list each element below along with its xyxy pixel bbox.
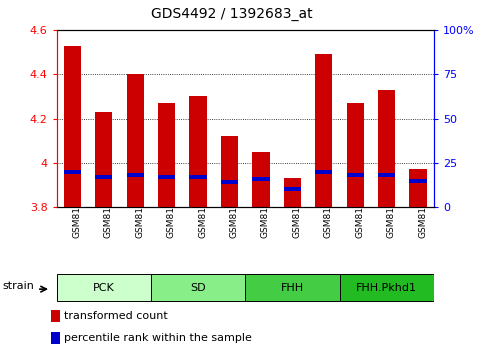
Bar: [127, 173, 144, 177]
Bar: [189, 175, 207, 179]
Bar: [64, 46, 81, 207]
Text: transformed count: transformed count: [64, 311, 168, 321]
Bar: [378, 173, 395, 177]
Bar: [158, 103, 176, 207]
Text: PCK: PCK: [93, 282, 115, 293]
Text: GSM818877: GSM818877: [104, 183, 113, 238]
Bar: [315, 55, 332, 207]
Bar: [410, 170, 427, 207]
Text: FHH: FHH: [281, 282, 304, 293]
Bar: [410, 178, 427, 183]
Bar: [95, 175, 112, 179]
Bar: [221, 180, 238, 184]
Text: GSM818880: GSM818880: [198, 183, 207, 238]
Text: GSM818879: GSM818879: [167, 183, 176, 238]
Bar: [252, 152, 270, 207]
Bar: [284, 178, 301, 207]
Bar: [64, 170, 81, 174]
Bar: [57, 274, 151, 301]
Bar: [378, 90, 395, 207]
Text: GSM818885: GSM818885: [355, 183, 364, 238]
Bar: [95, 112, 112, 207]
Bar: [340, 274, 434, 301]
Bar: [189, 97, 207, 207]
Text: GSM818887: GSM818887: [418, 183, 427, 238]
Text: GSM818876: GSM818876: [72, 183, 81, 238]
Bar: [221, 136, 238, 207]
Text: GSM818883: GSM818883: [292, 183, 301, 238]
Text: FHH.Pkhd1: FHH.Pkhd1: [356, 282, 417, 293]
Text: GSM818881: GSM818881: [230, 183, 239, 238]
Bar: [158, 175, 176, 179]
Text: GDS4492 / 1392683_at: GDS4492 / 1392683_at: [151, 7, 313, 21]
Bar: [245, 274, 340, 301]
Bar: [347, 103, 364, 207]
Bar: [252, 177, 270, 181]
Text: strain: strain: [3, 281, 35, 291]
Bar: [151, 274, 245, 301]
Bar: [347, 173, 364, 177]
Bar: [127, 74, 144, 207]
Bar: [51, 332, 60, 343]
Bar: [315, 170, 332, 174]
Text: percentile rank within the sample: percentile rank within the sample: [64, 332, 252, 343]
Text: GSM818884: GSM818884: [324, 183, 333, 238]
Text: GSM818882: GSM818882: [261, 183, 270, 238]
Text: SD: SD: [190, 282, 206, 293]
Bar: [284, 187, 301, 192]
Text: GSM818878: GSM818878: [135, 183, 144, 238]
Bar: [51, 310, 60, 322]
Text: GSM818886: GSM818886: [387, 183, 396, 238]
